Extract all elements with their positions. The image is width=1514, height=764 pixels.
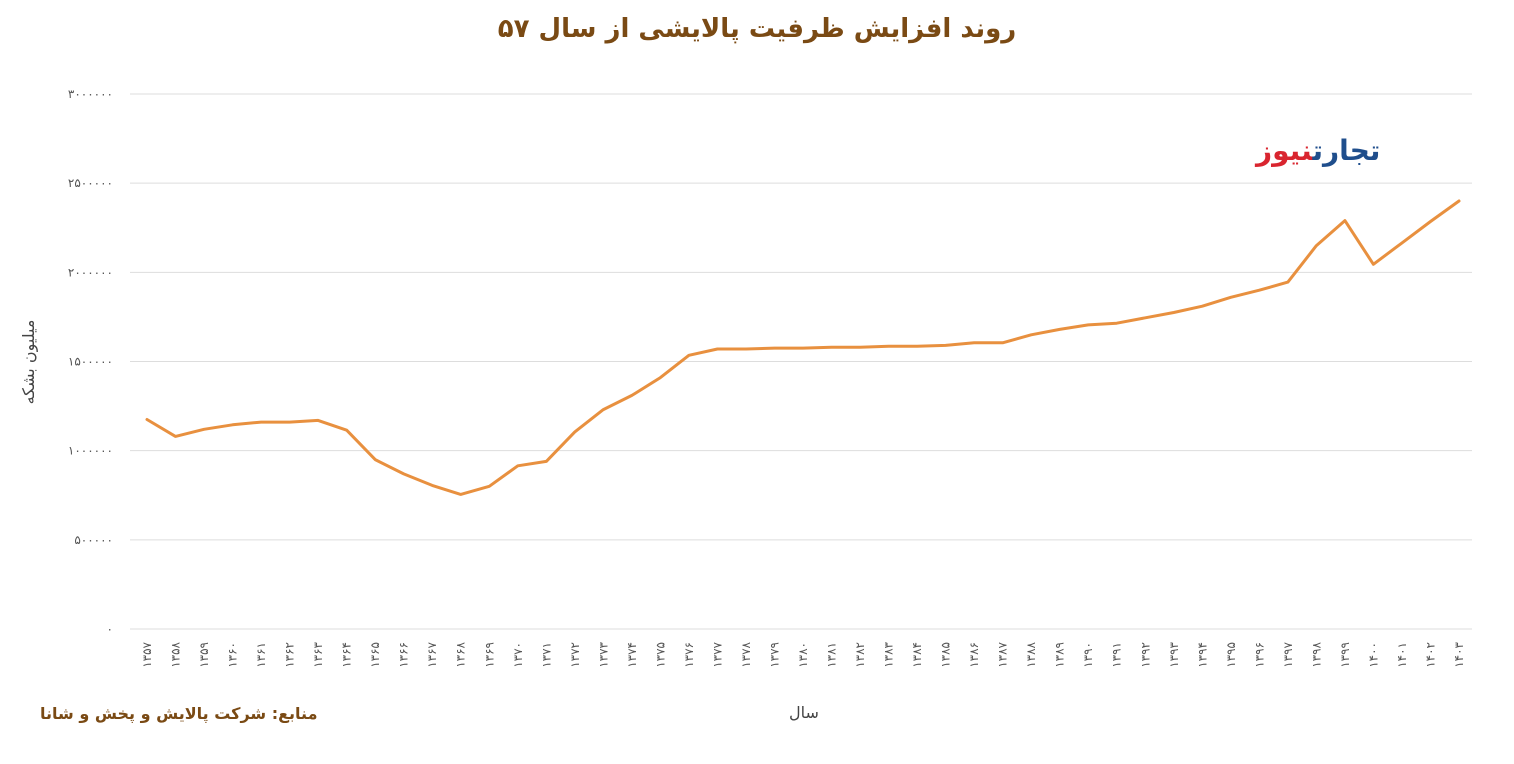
x-tick-label: ۱۳۷۴ [625,642,639,668]
x-tick-label: ۱۳۷۵ [653,642,667,668]
x-tick-label: ۱۳۹۵ [1224,642,1238,668]
x-tick-label: ۱۳۶۴ [340,642,354,668]
logo-part-1: تجارت [1312,134,1381,167]
x-tick-label: ۱۳۹۰ [1081,642,1095,668]
x-tick-label: ۱۳۶۰ [226,642,240,668]
x-tick-label: ۱۳۵۹ [197,642,211,668]
y-tick-labels: ۰ ۵۰۰۰۰۰ ۱۰۰۰۰۰۰ ۱۵۰۰۰۰۰ ۲۰۰۰۰۰۰ ۲۵۰۰۰۰۰ ۳۰۰۰۰… [68,87,113,636]
y-tick-label: ۵۰۰۰۰۰ [74,533,113,547]
x-tick-label: ۱۳۷۰ [511,642,525,668]
x-tick-label: ۱۳۸۴ [910,642,924,668]
x-tick-label: ۱۴۰۳ [1452,641,1466,667]
grid-lines [130,93,1472,630]
x-tick-label: ۱۳۹۴ [1195,642,1209,668]
x-tick-label: ۱۳۸۲ [853,642,867,668]
x-tick-label: ۱۴۰۲ [1423,642,1437,668]
x-tick-label: ۱۳۷۳ [596,641,610,667]
y-tick-label: ۱۰۰۰۰۰۰ [68,444,113,458]
y-tick-label: ۲۰۰۰۰۰۰ [68,265,113,279]
y-tick-label: ۱۵۰۰۰۰۰ [68,355,113,369]
x-tick-label: ۱۳۷۶ [682,642,696,668]
y-tick-label: ۳۰۰۰۰۰۰ [68,87,113,101]
x-tick-label: ۱۳۷۹ [767,642,781,668]
y-tick-label: ۲۵۰۰۰۰۰ [68,176,113,190]
x-tick-label: ۱۳۵۷ [140,641,154,667]
x-tick-label: ۱۳۶۹ [482,642,496,668]
x-tick-label: ۱۳۶۳ [311,641,325,667]
x-tick-label: ۱۳۹۳ [1167,641,1181,667]
x-tick-label: ۱۳۹۱ [1110,642,1124,668]
x-tick-label: ۱۳۸۱ [825,642,839,668]
source-note: منابع: شرکت پالایش و پخش و شانا [40,704,318,723]
x-tick-label: ۱۳۶۶ [397,642,411,668]
x-tick-label: ۱۳۶۷ [425,641,439,667]
x-tick-label: ۱۳۹۷ [1281,641,1295,667]
x-axis-label: سال [789,703,819,722]
x-tick-label: ۱۳۸۹ [1053,642,1067,668]
x-tick-label: ۱۳۶۸ [454,641,468,667]
x-tick-label: ۱۳۸۷ [996,641,1010,667]
x-tick-label: ۱۴۰۱ [1395,642,1409,668]
series-line [145,199,1461,496]
x-tick-label: ۱۳۹۹ [1338,642,1352,668]
x-tick-label: ۱۳۷۸ [739,641,753,667]
x-tick-label: ۱۳۸۰ [796,642,810,668]
x-tick-label: ۱۳۵۸ [169,641,183,667]
x-tick-label: ۱۳۶۲ [283,642,297,668]
x-tick-label: ۱۳۸۵ [939,642,953,668]
x-tick-label: ۱۳۹۶ [1252,642,1266,668]
x-tick-labels: ۱۳۵۷ ۱۳۵۸ ۱۳۵۹ ۱۳۶۰ ۱۳۶۱ ۱۳۶۲ ۱۳۶۳ ۱۳۶۴ ۱۳۶۵ ۱۳۶۶… [140,641,1466,667]
x-tick-label: ۱۳۷۱ [539,642,553,668]
x-tick-label: ۱۴۰۰ [1366,642,1380,668]
x-tick-label: ۱۳۷۷ [710,641,724,667]
x-tick-label: ۱۳۶۱ [254,642,268,668]
x-tick-label: ۱۳۸۸ [1024,641,1038,667]
x-tick-label: ۱۳۸۳ [882,641,896,667]
logo-part-2: نیوز [1256,134,1313,167]
x-tick-label: ۱۳۹۲ [1138,642,1152,668]
x-tick-label: ۱۳۶۵ [368,642,382,668]
chart-title: روند افزایش ظرفیت پالایشی از سال ۵۷ [497,14,1017,44]
y-axis-label: میلیون بشکه [19,320,39,405]
brand-logo: تجارتنیوز [1256,134,1380,167]
x-tick-label: ۱۳۹۸ [1309,641,1323,667]
x-tick-label: ۱۳۷۲ [568,642,582,668]
y-tick-label: ۰ [107,622,113,636]
x-tick-label: ۱۳۸۶ [967,642,981,668]
